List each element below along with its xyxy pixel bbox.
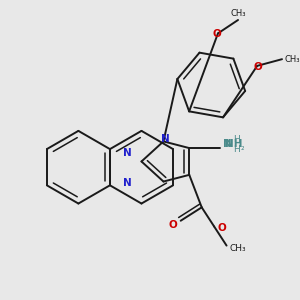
Text: O: O (213, 29, 221, 39)
Text: N: N (123, 148, 131, 158)
Text: NH: NH (225, 139, 242, 149)
Text: O: O (218, 224, 227, 233)
Text: O: O (254, 62, 262, 72)
Text: N: N (223, 139, 232, 149)
Text: N: N (123, 178, 131, 188)
Text: N: N (161, 134, 170, 143)
Text: ₂: ₂ (241, 142, 244, 152)
Text: O: O (169, 220, 177, 230)
Text: H: H (233, 135, 240, 144)
Text: CH₃: CH₃ (285, 55, 300, 64)
Text: CH₃: CH₃ (230, 9, 246, 18)
Text: CH₃: CH₃ (230, 244, 246, 253)
Text: H: H (233, 146, 240, 154)
